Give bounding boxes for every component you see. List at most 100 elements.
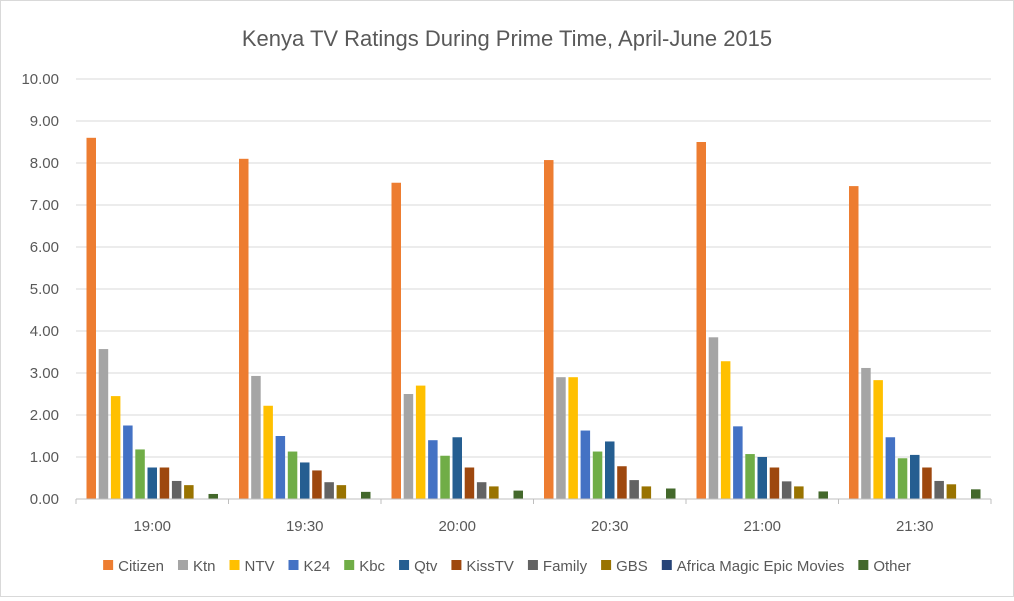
bar-ntv-2100 — [720, 361, 731, 499]
bar-ntv-2030 — [568, 377, 578, 499]
legend-swatch — [451, 560, 462, 570]
y-tick-label: 4.00 — [30, 323, 59, 340]
bar-citizen-1930 — [239, 158, 249, 500]
bar-other-1930 — [361, 491, 371, 499]
legend-swatch — [399, 560, 410, 570]
bar-family-1900 — [171, 480, 182, 499]
chart-title: Kenya TV Ratings During Prime Time, Apri… — [242, 26, 772, 51]
y-tick-label: 3.00 — [30, 365, 59, 382]
bars — [86, 137, 981, 500]
bar-kisstv-2130 — [922, 467, 932, 499]
bar-kbc-1900 — [135, 449, 145, 499]
legend-label: Kbc — [359, 558, 385, 575]
x-tick-label: 20:00 — [438, 518, 476, 535]
bar-kbc-2030 — [592, 451, 603, 499]
bar-kbc-1930 — [287, 451, 298, 499]
legend-swatch — [661, 560, 672, 570]
bar-family-2000 — [476, 482, 487, 499]
bar-citizen-2030 — [544, 160, 554, 499]
x-axis: 19:00 19:30 20:00 20:30 21:00 21:30 — [75, 498, 992, 535]
bar-kisstv-2030 — [617, 466, 627, 499]
bar-ktn-2030 — [556, 377, 566, 499]
bar-qtv-1930 — [300, 462, 310, 499]
bar-k24-2030 — [580, 430, 591, 499]
legend-swatch — [601, 560, 612, 570]
y-tick-label: 2.00 — [30, 407, 59, 424]
x-tick-label: 19:00 — [133, 518, 171, 535]
bar-citizen-2130 — [849, 186, 859, 499]
bar-gbs-2000 — [489, 486, 499, 499]
bar-kbc-2100 — [745, 454, 755, 499]
bar-gbs-1930 — [336, 485, 347, 499]
x-tick-label: 20:30 — [591, 518, 629, 535]
y-axis: 0.00 1.00 2.00 3.00 4.00 5.00 6.00 7.00 8.00 9.00… — [21, 71, 59, 508]
bar-gbs-2030 — [641, 486, 652, 499]
bar-other-2030 — [666, 488, 676, 499]
bar-citizen-2100 — [696, 142, 706, 499]
bar-k24-2000 — [428, 440, 438, 499]
bar-qtv-2030 — [605, 441, 615, 499]
legend-label: Africa Magic Epic Movies — [677, 558, 845, 575]
bar-ktn-2100 — [708, 337, 719, 499]
bar-k24-2130 — [885, 437, 896, 499]
legend-swatch — [288, 560, 299, 570]
y-tick-label: 8.00 — [30, 155, 59, 172]
legend: Citizen Ktn NTV K24 Kbc Qtv KissTV Family GBS Afr… — [103, 558, 911, 575]
bar-gbs-2130 — [946, 484, 957, 499]
bar-k24-2100 — [733, 426, 743, 499]
bar-family-2100 — [781, 481, 792, 499]
x-tick-label: 21:00 — [743, 518, 781, 535]
bar-ntv-2000 — [415, 385, 426, 499]
bar-ntv-1900 — [110, 396, 121, 499]
bar-other-2000 — [513, 490, 523, 499]
bar-qtv-2000 — [452, 437, 462, 499]
y-tick-label: 0.00 — [30, 491, 59, 508]
legend-label: Other — [873, 558, 911, 575]
bar-ktn-1930 — [251, 375, 261, 499]
legend-label: Family — [543, 558, 588, 575]
bar-kisstv-2000 — [464, 467, 475, 499]
y-tick-label: 5.00 — [30, 281, 59, 298]
bar-kisstv-1900 — [159, 467, 170, 499]
bar-ntv-2130 — [873, 380, 883, 499]
legend-swatch — [103, 560, 114, 570]
bar-other-1900 — [208, 493, 218, 499]
legend-label: K24 — [304, 558, 331, 575]
y-tick-label: 6.00 — [30, 239, 59, 256]
bar-qtv-1900 — [147, 467, 157, 499]
legend-swatch — [527, 560, 538, 570]
bar-gbs-2100 — [794, 486, 804, 499]
legend-label: NTV — [245, 558, 275, 575]
bar-ktn-2000 — [403, 394, 414, 499]
bar-ntv-1930 — [263, 405, 273, 499]
y-tick-label: 7.00 — [30, 197, 59, 214]
y-tick-label: 1.00 — [30, 449, 59, 466]
legend-swatch — [177, 560, 188, 570]
bar-citizen-1900 — [86, 137, 96, 500]
bar-other-2100 — [818, 491, 828, 499]
bar-family-2030 — [629, 480, 639, 499]
bar-ktn-1900 — [98, 349, 109, 499]
x-tick-label: 21:30 — [896, 518, 934, 535]
bar-other-2130 — [971, 489, 981, 499]
bar-citizen-2000 — [391, 182, 401, 500]
bar-qtv-2130 — [910, 454, 920, 499]
legend-label: Citizen — [118, 558, 164, 575]
bar-family-1930 — [324, 482, 334, 499]
bar-kbc-2130 — [897, 458, 908, 499]
bar-kisstv-2100 — [769, 467, 780, 499]
bar-qtv-2100 — [757, 457, 767, 499]
legend-label: Qtv — [414, 558, 438, 575]
legend-swatch — [229, 560, 240, 570]
y-tick-label: 9.00 — [30, 113, 59, 130]
legend-swatch — [344, 560, 355, 570]
x-tick-label: 19:30 — [286, 518, 324, 535]
bar-gbs-1900 — [184, 485, 194, 499]
y-tick-label: 10.00 — [21, 71, 59, 88]
bar-k24-1930 — [275, 436, 286, 499]
bar-kbc-2000 — [440, 455, 450, 499]
legend-swatch — [858, 560, 869, 570]
legend-label: GBS — [616, 558, 648, 575]
